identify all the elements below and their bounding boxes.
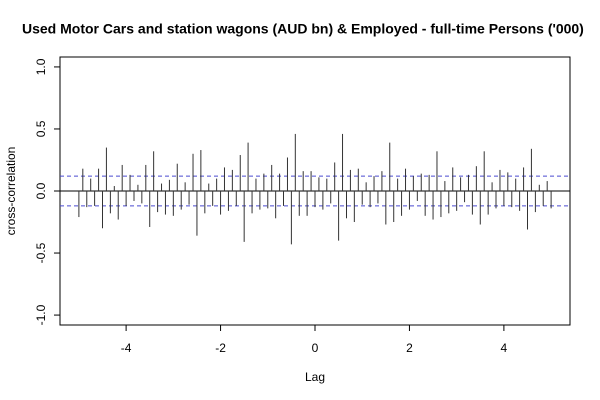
y-tick-label: 1.0 bbox=[34, 58, 48, 75]
x-tick-label: -4 bbox=[121, 341, 132, 355]
y-tick-label: 0.0 bbox=[34, 182, 48, 199]
x-tick-label: -2 bbox=[215, 341, 226, 355]
chart-title: Used Motor Cars and station wagons (AUD … bbox=[22, 21, 584, 37]
x-tick-label: 0 bbox=[312, 341, 319, 355]
x-axis-label: Lag bbox=[305, 370, 325, 384]
y-axis-label: cross-correlation bbox=[4, 147, 18, 236]
x-tick-label: 2 bbox=[406, 341, 413, 355]
x-tick-label: 4 bbox=[501, 341, 508, 355]
y-tick-label: -0.5 bbox=[34, 242, 48, 263]
y-tick-label: -1.0 bbox=[34, 304, 48, 325]
y-tick-label: 0.5 bbox=[34, 120, 48, 137]
